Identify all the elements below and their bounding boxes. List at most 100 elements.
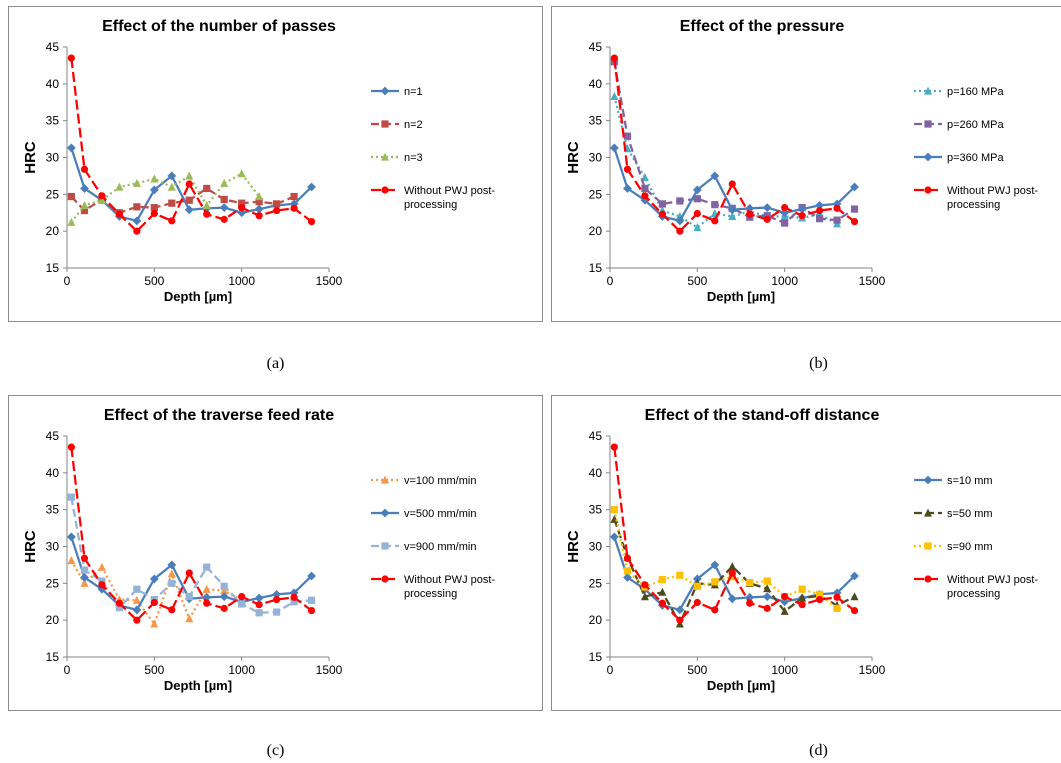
y-tick-label: 15	[589, 650, 603, 664]
data-point	[728, 180, 736, 188]
data-point	[610, 54, 618, 62]
data-point	[610, 91, 619, 100]
data-point	[150, 203, 158, 212]
y-tick-label: 35	[46, 114, 60, 128]
data-point	[203, 563, 211, 571]
data-point	[746, 210, 754, 218]
data-point	[185, 569, 193, 577]
data-point	[816, 595, 824, 604]
data-point	[850, 606, 859, 615]
data-point	[290, 593, 298, 601]
data-point	[623, 184, 632, 193]
legend-label: v=100 mm/min	[404, 475, 476, 487]
data-point	[203, 210, 211, 218]
x-axis-label: Depth [µm]	[164, 289, 232, 304]
data-point	[167, 182, 176, 191]
data-point	[254, 204, 264, 214]
data-point	[219, 592, 229, 601]
data-point	[711, 217, 719, 225]
data-point	[255, 192, 264, 201]
data-point	[763, 604, 771, 612]
series-line	[70, 559, 243, 625]
data-point	[763, 584, 772, 593]
data-point	[693, 598, 701, 607]
legend-label: n=2	[404, 119, 423, 131]
data-point	[272, 589, 281, 599]
y-tick-label: 30	[589, 540, 603, 554]
data-point	[133, 203, 141, 211]
x-tick-label: 500	[687, 274, 707, 288]
data-point	[609, 143, 619, 153]
legend-marker	[381, 120, 389, 128]
data-point	[307, 182, 316, 192]
data-point	[150, 619, 159, 628]
y-tick-label: 20	[589, 613, 603, 627]
series-3	[610, 443, 859, 624]
legend-label: n=3	[404, 152, 423, 164]
data-point	[307, 217, 316, 226]
legend-label: s=50 mm	[947, 508, 993, 520]
data-point	[728, 212, 737, 221]
legend-item: Without PWJ post-processing	[371, 574, 495, 600]
data-point	[254, 593, 264, 603]
legend-label: v=500 mm/min	[404, 508, 476, 520]
data-point	[711, 606, 719, 614]
data-point	[67, 443, 75, 451]
legend-marker	[381, 152, 389, 161]
x-tick-label: 0	[64, 274, 71, 288]
data-point	[220, 582, 228, 590]
data-point	[220, 604, 228, 612]
series-line	[613, 446, 856, 622]
legend-marker	[381, 575, 389, 583]
data-point	[80, 554, 89, 562]
data-point	[97, 562, 106, 571]
data-point	[693, 209, 701, 218]
legend-item: n=1	[371, 86, 423, 98]
x-tick-label: 0	[64, 663, 71, 677]
data-point	[833, 216, 841, 224]
y-tick-label: 35	[46, 503, 60, 517]
y-tick-label: 20	[46, 224, 60, 238]
data-point	[609, 532, 619, 542]
data-point	[763, 215, 771, 223]
data-point	[780, 208, 790, 218]
data-point	[745, 592, 755, 602]
data-point	[290, 204, 298, 212]
data-point	[762, 592, 772, 601]
chart-panel-stand-off: Effect of the stand-off distance 15 20 25 30…	[551, 395, 1061, 711]
data-point	[220, 195, 228, 204]
y-tick-label: 45	[46, 429, 60, 443]
legend-marker	[923, 152, 933, 162]
data-point	[115, 599, 123, 607]
y-tick-label: 40	[589, 77, 603, 91]
chart-title: Effect of the number of passes	[102, 18, 336, 35]
data-point	[115, 210, 123, 218]
y-tick-label: 35	[589, 114, 603, 128]
y-tick-label: 25	[46, 576, 60, 590]
y-tick-label: 15	[46, 261, 60, 275]
series-3	[610, 54, 859, 235]
data-point	[237, 169, 246, 178]
y-tick-label: 20	[46, 613, 60, 627]
data-point	[238, 199, 246, 207]
data-point	[80, 206, 89, 215]
data-point	[185, 614, 194, 623]
legend-item: Without PWJ post-processing	[371, 185, 495, 211]
data-point	[66, 532, 76, 542]
chart-panel-feed-rate: Effect of the traverse feed rate 15 20 25 30…	[8, 395, 543, 711]
data-point	[833, 593, 841, 601]
legend-item: n=2	[371, 119, 423, 131]
y-tick-label: 30	[46, 151, 60, 165]
data-point	[676, 616, 684, 624]
data-point	[816, 215, 824, 223]
data-point	[185, 180, 193, 188]
y-tick-label: 25	[589, 576, 603, 590]
data-point	[97, 195, 106, 204]
x-tick-label: 1000	[771, 274, 798, 288]
data-point	[67, 556, 76, 565]
legend-item: Without PWJ post-processing	[914, 574, 1038, 600]
legend-item: v=100 mm/min	[371, 475, 476, 487]
data-point	[798, 585, 806, 593]
x-tick-label: 1000	[771, 663, 798, 677]
y-tick-label: 40	[46, 466, 60, 480]
